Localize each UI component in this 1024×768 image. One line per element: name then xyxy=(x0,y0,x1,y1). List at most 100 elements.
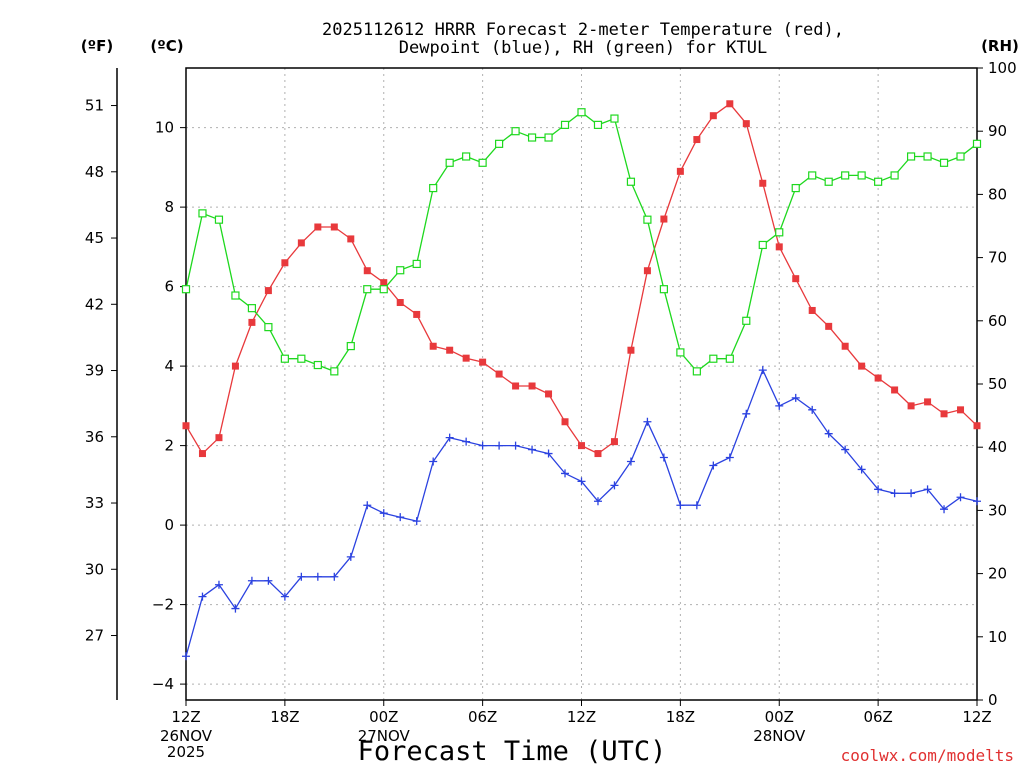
dewpoint-point xyxy=(297,572,306,581)
rh-tick-label: 100 xyxy=(988,59,1017,77)
rh-point xyxy=(857,171,866,180)
rh-point xyxy=(577,108,586,117)
x-date-label: 28NOV xyxy=(753,727,806,745)
celsius-tick-label: 4 xyxy=(164,357,174,375)
rh-point xyxy=(412,259,421,269)
dewpoint-point xyxy=(462,437,471,446)
rh-point xyxy=(214,215,224,224)
dewpoint-point xyxy=(775,401,784,410)
2-meter-temperature-point xyxy=(281,259,289,267)
fahrenheit-tick-label: 36 xyxy=(85,428,104,446)
rh-point xyxy=(626,177,636,186)
rh-tick-label: 60 xyxy=(988,312,1007,330)
axes xyxy=(111,67,983,706)
rh-point xyxy=(478,158,487,167)
celsius-tick-label: 6 xyxy=(164,278,174,296)
dewpoint-point xyxy=(643,417,652,426)
2-meter-temperature-point xyxy=(396,299,404,307)
dewpoint-point xyxy=(791,393,800,402)
rh-point xyxy=(890,171,899,180)
rh-point xyxy=(775,228,784,237)
dewpoint-point xyxy=(923,485,932,494)
x-tick-label: 06Z xyxy=(468,708,497,726)
x-tick-label: 18Z xyxy=(270,708,299,726)
2-meter-temperature-point xyxy=(380,279,388,287)
rh-tick-label: 50 xyxy=(988,375,1007,393)
rh-point xyxy=(280,354,289,363)
fahrenheit-tick-label: 42 xyxy=(85,295,104,313)
2-meter-temperature-point xyxy=(512,382,520,390)
rh-point xyxy=(643,215,652,224)
2-meter-temperature-point xyxy=(545,390,553,398)
2-meter-temperature-point xyxy=(742,120,750,128)
fahrenheit-tick-label: 30 xyxy=(85,560,104,578)
dewpoint-point xyxy=(758,366,767,375)
2-meter-temperature-point xyxy=(808,306,816,314)
rh-point xyxy=(610,114,619,123)
rh-point xyxy=(725,354,734,363)
dewpoint-point xyxy=(659,453,668,462)
chart-title-line-2: Dewpoint (blue), RH (green) for KTUL xyxy=(399,38,767,58)
rh-point xyxy=(264,323,273,332)
rh-point xyxy=(396,266,405,275)
rh-point xyxy=(560,120,570,129)
rh-point xyxy=(247,304,257,313)
fahrenheit-tick-label: 51 xyxy=(85,97,104,115)
2-meter-temperature-point xyxy=(231,362,239,370)
rh-point xyxy=(462,152,471,161)
2-meter-temperature-point xyxy=(907,402,915,410)
2-meter-temperature-point xyxy=(940,410,948,418)
x-tick-label: 18Z xyxy=(666,708,695,726)
dewpoint-point xyxy=(593,497,602,506)
dewpoint-point xyxy=(626,457,635,466)
dewpoint-point xyxy=(824,429,833,438)
dewpoint-point xyxy=(363,501,372,510)
2-meter-temperature-point xyxy=(264,287,272,295)
2-meter-temperature-point xyxy=(248,318,256,326)
2-meter-temperature-point xyxy=(627,346,635,354)
rh-tick-label: 0 xyxy=(988,691,998,709)
dewpoint-point xyxy=(313,572,322,581)
2-meter-temperature-point xyxy=(693,136,701,144)
celsius-tick-label: 8 xyxy=(164,198,174,216)
2-meter-temperature-point xyxy=(561,418,569,426)
dewpoint-point xyxy=(478,441,487,450)
site-credit: coolwx.com/modelts xyxy=(841,746,1014,765)
celsius-tick-label: 0 xyxy=(164,516,174,534)
dewpoint-point xyxy=(264,576,273,585)
rh-tick-label: 80 xyxy=(988,185,1007,203)
dewpoint-point xyxy=(247,576,256,585)
dewpoint-point xyxy=(956,493,965,502)
rh-point xyxy=(379,285,388,294)
rh-point xyxy=(906,152,916,161)
2-meter-temperature-point xyxy=(792,275,800,283)
dewpoint-point xyxy=(346,552,355,561)
2-meter-temperature-point xyxy=(759,179,767,187)
dewpoint-point xyxy=(577,477,586,486)
plot-frame xyxy=(185,67,978,701)
rh-point xyxy=(956,152,965,161)
2-meter-temperature-point xyxy=(643,267,651,275)
2-meter-temperature-point xyxy=(726,100,734,108)
2-meter-temperature-point xyxy=(330,223,338,231)
rh-unit-label: (RH) xyxy=(981,37,1019,55)
rh-point xyxy=(939,158,949,167)
rh-tick-label: 90 xyxy=(988,122,1007,140)
rh-point xyxy=(841,171,850,180)
dewpoint-point xyxy=(841,445,850,454)
rh-point xyxy=(511,127,520,136)
2-meter-temperature-point xyxy=(891,386,899,394)
x-axis-title: Forecast Time (UTC) xyxy=(358,736,667,767)
celsius-tick-label: −2 xyxy=(152,596,174,614)
grid xyxy=(186,68,977,700)
dewpoint-point xyxy=(808,405,817,414)
rh-point xyxy=(330,367,339,376)
dewpoint-point xyxy=(610,481,619,490)
rh-point xyxy=(231,291,240,300)
rh-point xyxy=(972,139,982,148)
rh-point xyxy=(824,177,833,186)
rh-point xyxy=(181,285,191,294)
2-meter-temperature-point xyxy=(198,450,206,458)
